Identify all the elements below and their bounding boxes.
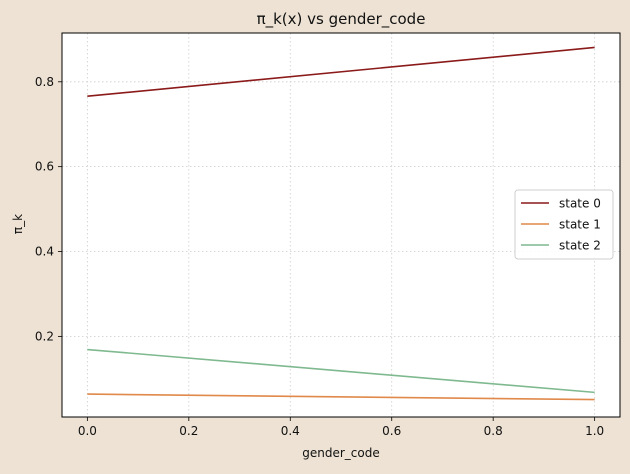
y-tick-label: 0.2 [35,329,54,343]
x-axis-ticks: 0.0 0.2 0.4 0.6 0.8 1.0 [78,417,604,438]
y-tick-label: 0.4 [35,245,54,259]
x-tick-label: 0.2 [179,424,198,438]
legend-box [514,189,614,260]
x-tick-label: 0.6 [382,424,401,438]
y-tick-label: 0.8 [35,75,54,89]
legend-label: state 2 [559,239,601,253]
x-tick-label: 0.8 [484,424,503,438]
x-axis-label: gender_code [302,446,379,460]
plot-frame [61,32,621,418]
legend-label: state 0 [559,197,601,211]
legend-label: state 1 [559,218,601,232]
series-line-state-1 [87,393,595,401]
legend: state 0 state 1 state 2 [514,189,614,260]
series-line-state-0 [87,46,595,98]
series-layer [87,46,595,401]
y-axis-ticks: 0.2 0.4 0.6 0.8 [35,75,62,343]
y-axis-label: π_k [11,214,25,234]
series-line-state-2 [87,348,595,394]
y-tick-label: 0.6 [35,160,54,174]
x-tick-label: 0.0 [78,424,97,438]
x-tick-label: 0.4 [281,424,300,438]
chart-title: π_k(x) vs gender_code [257,10,426,29]
x-tick-label: 1.0 [585,424,604,438]
